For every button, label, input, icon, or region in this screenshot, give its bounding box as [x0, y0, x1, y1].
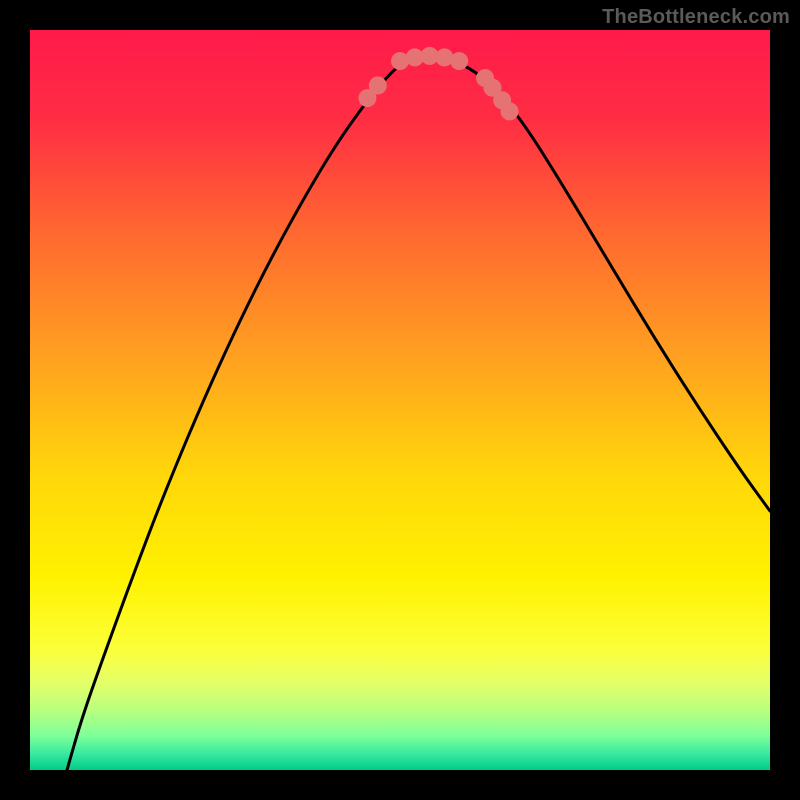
watermark-text: TheBottleneck.com	[602, 6, 790, 29]
marker-point	[501, 102, 519, 120]
marker-point	[450, 52, 468, 70]
chart-container: TheBottleneck.com	[0, 0, 800, 800]
marker-point	[369, 77, 387, 95]
plot-background	[30, 30, 770, 770]
bottleneck-chart	[0, 0, 800, 800]
